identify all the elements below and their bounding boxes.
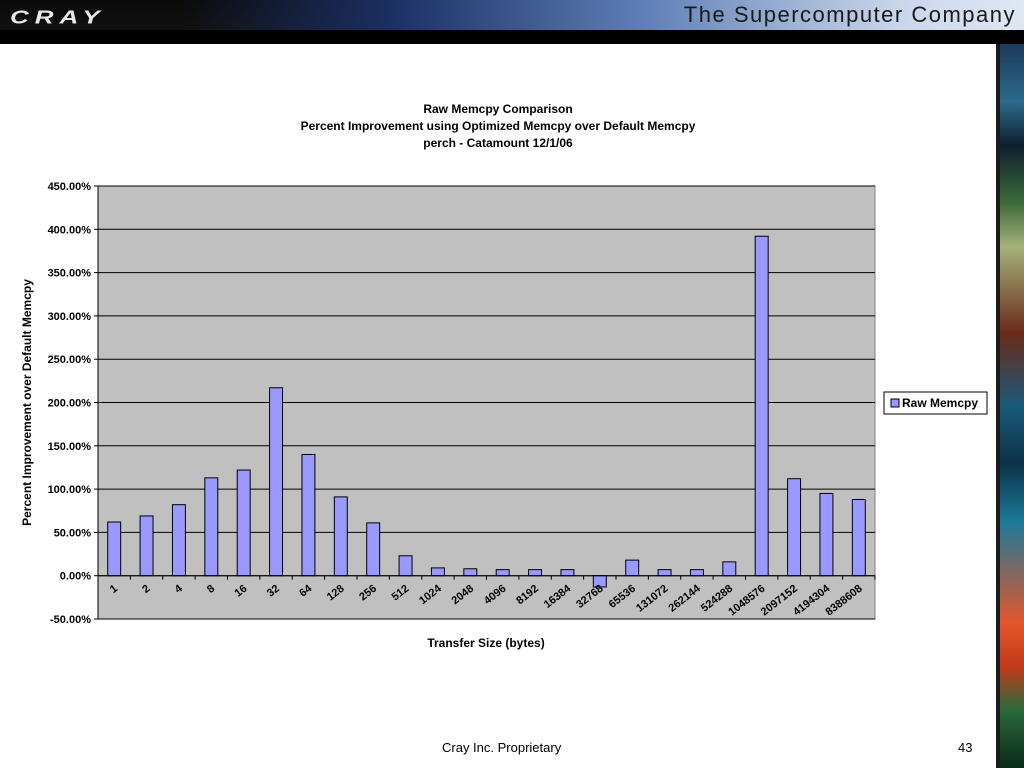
bar (333, 496, 348, 577)
bar (787, 478, 802, 577)
bar (722, 561, 737, 577)
right-strip-edge (996, 44, 1000, 768)
legend-label: Raw Memcpy (902, 396, 978, 410)
bar (819, 492, 834, 577)
bar (689, 569, 704, 577)
bar (301, 453, 316, 577)
banner-bottom-bar (0, 30, 1024, 44)
y-tick-label: 150.00% (48, 441, 92, 453)
footer-text: Cray Inc. Proprietary (442, 740, 562, 755)
bar (657, 569, 672, 577)
bar (851, 498, 866, 577)
banner-gradient (180, 0, 1024, 30)
bar (625, 559, 640, 577)
bars (107, 235, 866, 588)
bar (398, 555, 413, 577)
cray-logo: CRAY (10, 6, 106, 28)
y-tick-label: 450.00% (48, 181, 92, 193)
bar (430, 567, 445, 577)
bar (139, 515, 154, 577)
y-tick-label: 400.00% (48, 224, 92, 236)
bar (171, 504, 186, 577)
legend: Raw Memcpy (883, 391, 988, 415)
decorative-image-strip (1000, 44, 1024, 768)
bar-chart: Raw Memcpy Comparison Percent Improvement… (20, 102, 988, 650)
y-tick-label: -50.00% (50, 614, 91, 626)
bar (754, 235, 769, 577)
chart-title-line: perch - Catamount 12/1/06 (423, 136, 573, 150)
y-tick-label: 300.00% (48, 311, 92, 323)
legend-box (883, 391, 988, 415)
x-tick-label: 16 (232, 583, 249, 600)
bar (495, 569, 510, 577)
y-tick-label: 250.00% (48, 354, 92, 366)
y-tick-label: 50.00% (54, 527, 92, 539)
chart-title: Raw Memcpy Comparison Percent Improvement… (301, 102, 696, 150)
y-tick-label: 350.00% (48, 268, 92, 280)
axes (97, 186, 876, 619)
bar (560, 569, 575, 577)
y-tick-label: 0.00% (60, 571, 91, 583)
x-axis-label: Transfer Size (bytes) (427, 636, 544, 650)
legend-swatch (890, 398, 900, 408)
bar (366, 522, 381, 577)
bar (528, 569, 543, 577)
tagline: The Supercomputer Company (683, 2, 1016, 27)
header-banner: CRAY The Supercomputer Company (0, 0, 1024, 44)
page-number: 43 (958, 740, 973, 755)
bar (236, 469, 251, 577)
chart-title-line: Percent Improvement using Optimized Memc… (301, 119, 696, 133)
y-tick-label: 200.00% (48, 398, 92, 410)
bar (463, 568, 478, 577)
x-tick-label: 32 (265, 583, 282, 600)
bar (107, 521, 122, 577)
y-tick-labels: -50.00% 0.00% 50.00% 100.00% 150.00% 200.00% 2… (48, 181, 92, 626)
y-axis-label: Percent Improvement over Default Memcpy (20, 279, 34, 526)
y-tick-label: 100.00% (48, 484, 92, 496)
bar (204, 477, 219, 577)
bar (269, 387, 284, 577)
chart-title-line: Raw Memcpy Comparison (423, 102, 572, 116)
